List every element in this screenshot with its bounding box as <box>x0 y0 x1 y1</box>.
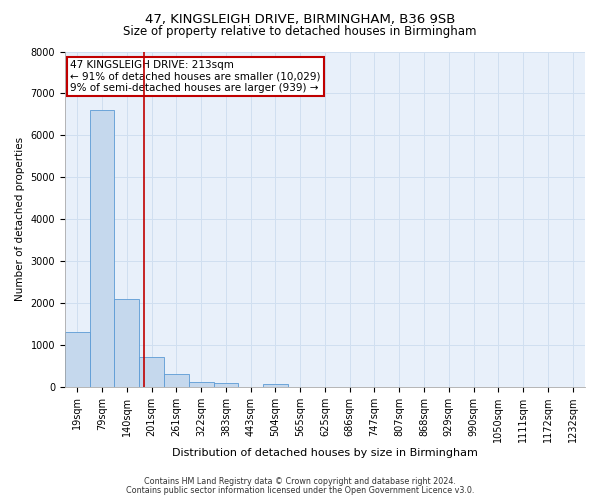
Bar <box>164 374 189 386</box>
Text: Size of property relative to detached houses in Birmingham: Size of property relative to detached ho… <box>123 25 477 38</box>
Bar <box>139 358 164 386</box>
Text: Contains HM Land Registry data © Crown copyright and database right 2024.: Contains HM Land Registry data © Crown c… <box>144 477 456 486</box>
Text: 47 KINGSLEIGH DRIVE: 213sqm
← 91% of detached houses are smaller (10,029)
9% of : 47 KINGSLEIGH DRIVE: 213sqm ← 91% of det… <box>70 60 320 93</box>
Text: 47, KINGSLEIGH DRIVE, BIRMINGHAM, B36 9SB: 47, KINGSLEIGH DRIVE, BIRMINGHAM, B36 9S… <box>145 12 455 26</box>
Text: Contains public sector information licensed under the Open Government Licence v3: Contains public sector information licen… <box>126 486 474 495</box>
Y-axis label: Number of detached properties: Number of detached properties <box>15 137 25 301</box>
Bar <box>115 298 139 386</box>
Bar <box>214 384 238 386</box>
Bar <box>65 332 89 386</box>
X-axis label: Distribution of detached houses by size in Birmingham: Distribution of detached houses by size … <box>172 448 478 458</box>
Bar <box>189 382 214 386</box>
Bar <box>263 384 288 386</box>
Bar <box>89 110 115 386</box>
